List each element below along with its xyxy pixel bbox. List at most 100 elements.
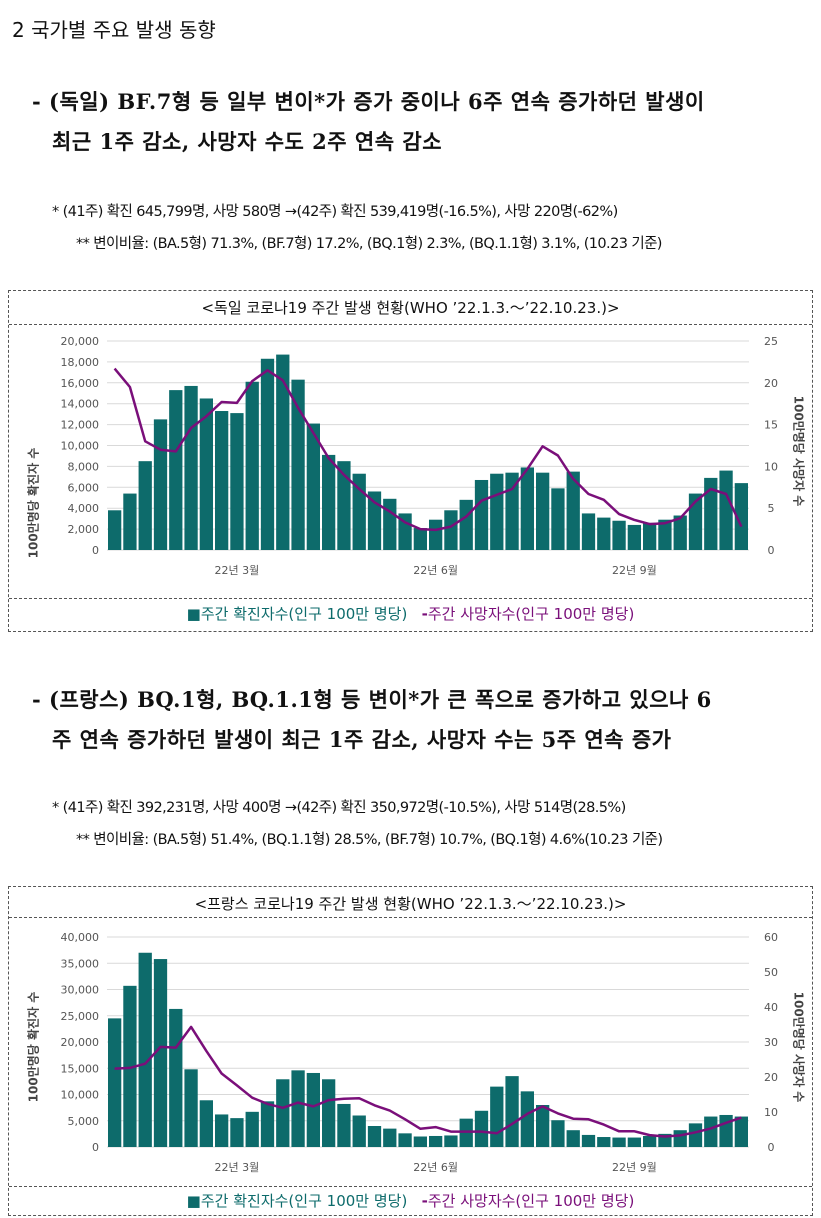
france-headline-line2: 주 연속 증가하던 발생이 최근 1주 감소, 사망자 수는 5주 연속 증가 xyxy=(52,727,672,752)
france-y2tick-label: 20 xyxy=(764,1071,778,1084)
germany-bar xyxy=(581,513,596,550)
france-bar xyxy=(398,1133,412,1147)
germany-bar xyxy=(108,510,122,550)
france-bar xyxy=(276,1079,290,1147)
germany-bar xyxy=(322,454,336,550)
germany-ytick-label: 14,000 xyxy=(61,398,100,411)
germany-y2tick-label: 25 xyxy=(764,335,778,348)
france-bar xyxy=(627,1137,641,1147)
germany-ytick-label: 18,000 xyxy=(61,356,100,369)
germany-bar xyxy=(643,522,657,550)
france-legend: ■주간 확진자수(인구 100만 명당) -주간 사망자수(인구 100만 명당… xyxy=(9,1190,812,1211)
france-bar xyxy=(581,1134,596,1147)
germany-bar xyxy=(169,390,183,550)
france-xtick-label: 22년 3월 xyxy=(215,1161,260,1174)
france-ytick-label: 40,000 xyxy=(61,931,100,944)
germany-bar xyxy=(123,493,137,550)
germany-note-cases: * (41주) 확진 645,799명, 사망 580명 →(42주) 확진 5… xyxy=(52,204,618,220)
france-bar xyxy=(367,1126,382,1147)
france-y2tick-label: 40 xyxy=(764,1001,778,1014)
france-death-line xyxy=(114,1025,742,1138)
france-bar xyxy=(322,1079,336,1147)
france-bar xyxy=(245,1111,259,1147)
france-bar xyxy=(215,1114,229,1147)
germany-bar xyxy=(459,499,473,550)
germany-bar xyxy=(474,479,489,550)
france-xtick-label: 22년 6월 xyxy=(413,1161,458,1174)
germany-ytick-label: 0 xyxy=(92,544,99,557)
germany-ytick-label: 16,000 xyxy=(61,377,100,390)
france-ytick-label: 5,000 xyxy=(68,1115,100,1128)
france-headline-line1: - (프랑스) BQ.1형, BQ.1.1형 등 변이*가 큰 폭으로 증가하고… xyxy=(32,687,712,712)
legend-bar-swatch: ■ xyxy=(186,1192,201,1210)
germany-y2tick-label: 10 xyxy=(764,460,778,473)
france-y2tick-label: 50 xyxy=(764,966,778,979)
france-bar xyxy=(704,1116,718,1147)
germany-note-variants: ** 변이비율: (BA.5형) 71.3%, (BF.7형) 17.2%, (… xyxy=(76,236,662,252)
france-bar xyxy=(474,1110,489,1147)
germany-bar xyxy=(215,411,229,550)
france-bar xyxy=(597,1137,611,1147)
germany-headline-line2: 최근 1주 감소, 사망자 수도 2주 연속 감소 xyxy=(52,129,443,154)
france-legend-bar: 주간 확진자수(인구 100만 명당) xyxy=(200,1192,408,1210)
france-ytick-label: 30,000 xyxy=(61,984,100,997)
france-bar xyxy=(199,1100,213,1147)
germany-ytick-label: 6,000 xyxy=(68,481,100,494)
france-note-cases: * (41주) 확진 392,231명, 사망 400명 →(42주) 확진 3… xyxy=(52,800,626,816)
france-chart-area xyxy=(9,917,812,1187)
germany-y2tick-label: 20 xyxy=(764,377,778,390)
germany-bar xyxy=(566,471,580,550)
france-bar xyxy=(169,1008,183,1147)
france-bar xyxy=(413,1136,427,1147)
section-title: 2 국가별 주요 발생 동향 xyxy=(12,18,216,42)
france-bar xyxy=(352,1115,366,1147)
france-bar xyxy=(673,1130,687,1147)
france-bar xyxy=(153,959,168,1147)
france-bar xyxy=(429,1135,443,1147)
france-bar xyxy=(688,1123,703,1147)
france-ytick-label: 15,000 xyxy=(61,1062,100,1075)
france-bar xyxy=(108,1018,122,1147)
legend-bar-swatch: ■ xyxy=(186,605,201,623)
germany-bar xyxy=(337,461,351,550)
germany-bar xyxy=(658,519,672,550)
germany-chart: 0 2,000 4,000 6,000 8,000 10,000 12,000 14,000 1… xyxy=(61,335,779,577)
france-bar xyxy=(551,1120,565,1147)
germany-bar xyxy=(520,467,534,550)
germany-bar xyxy=(719,470,733,550)
germany-y2tick-label: 15 xyxy=(764,419,778,432)
germany-bar xyxy=(597,517,611,550)
germany-bar xyxy=(367,491,382,550)
france-chart: 0 5,000 10,000 15,000 20,000 25,000 30,000 35,0… xyxy=(61,931,779,1174)
france-bar xyxy=(291,1070,305,1147)
france-chart-title: <프랑스 코로나19 주간 발생 현황(WHO ’22.1.3.～’22.10.… xyxy=(194,895,627,913)
france-note-variants: ** 변이비율: (BA.5형) 51.4%, (BQ.1.1형) 28.5%,… xyxy=(76,832,663,848)
france-bar xyxy=(490,1086,504,1147)
france-bar xyxy=(383,1128,397,1147)
france-chart-frame: <프랑스 코로나19 주간 발생 현황(WHO ’22.1.3.～’22.10.… xyxy=(8,886,813,1216)
germany-ytick-label: 10,000 xyxy=(61,440,100,453)
germany-bar xyxy=(245,381,259,550)
germany-bar xyxy=(688,493,703,550)
germany-bar xyxy=(306,423,320,550)
france-y2tick-label: 10 xyxy=(764,1106,778,1119)
germany-bar xyxy=(551,488,565,550)
france-bar xyxy=(138,952,152,1147)
france-bar xyxy=(520,1091,534,1147)
germany-bar xyxy=(138,461,152,550)
germany-bar xyxy=(505,472,519,550)
france-y2tick-label: 30 xyxy=(764,1036,778,1049)
france-bar xyxy=(566,1130,580,1147)
france-bar xyxy=(123,985,137,1147)
germany-xtick-label: 22년 3월 xyxy=(215,564,260,577)
france-bar xyxy=(734,1116,748,1147)
germany-ytick-label: 12,000 xyxy=(61,419,100,432)
france-bar xyxy=(230,1118,244,1147)
france-bar xyxy=(536,1105,550,1147)
france-bar xyxy=(184,1069,198,1147)
germany-chart-area xyxy=(9,324,812,599)
germany-bar xyxy=(413,528,427,550)
germany-xtick-label: 22년 9월 xyxy=(612,564,657,577)
france-y2tick-label: 60 xyxy=(764,931,778,944)
germany-bar xyxy=(230,413,244,550)
